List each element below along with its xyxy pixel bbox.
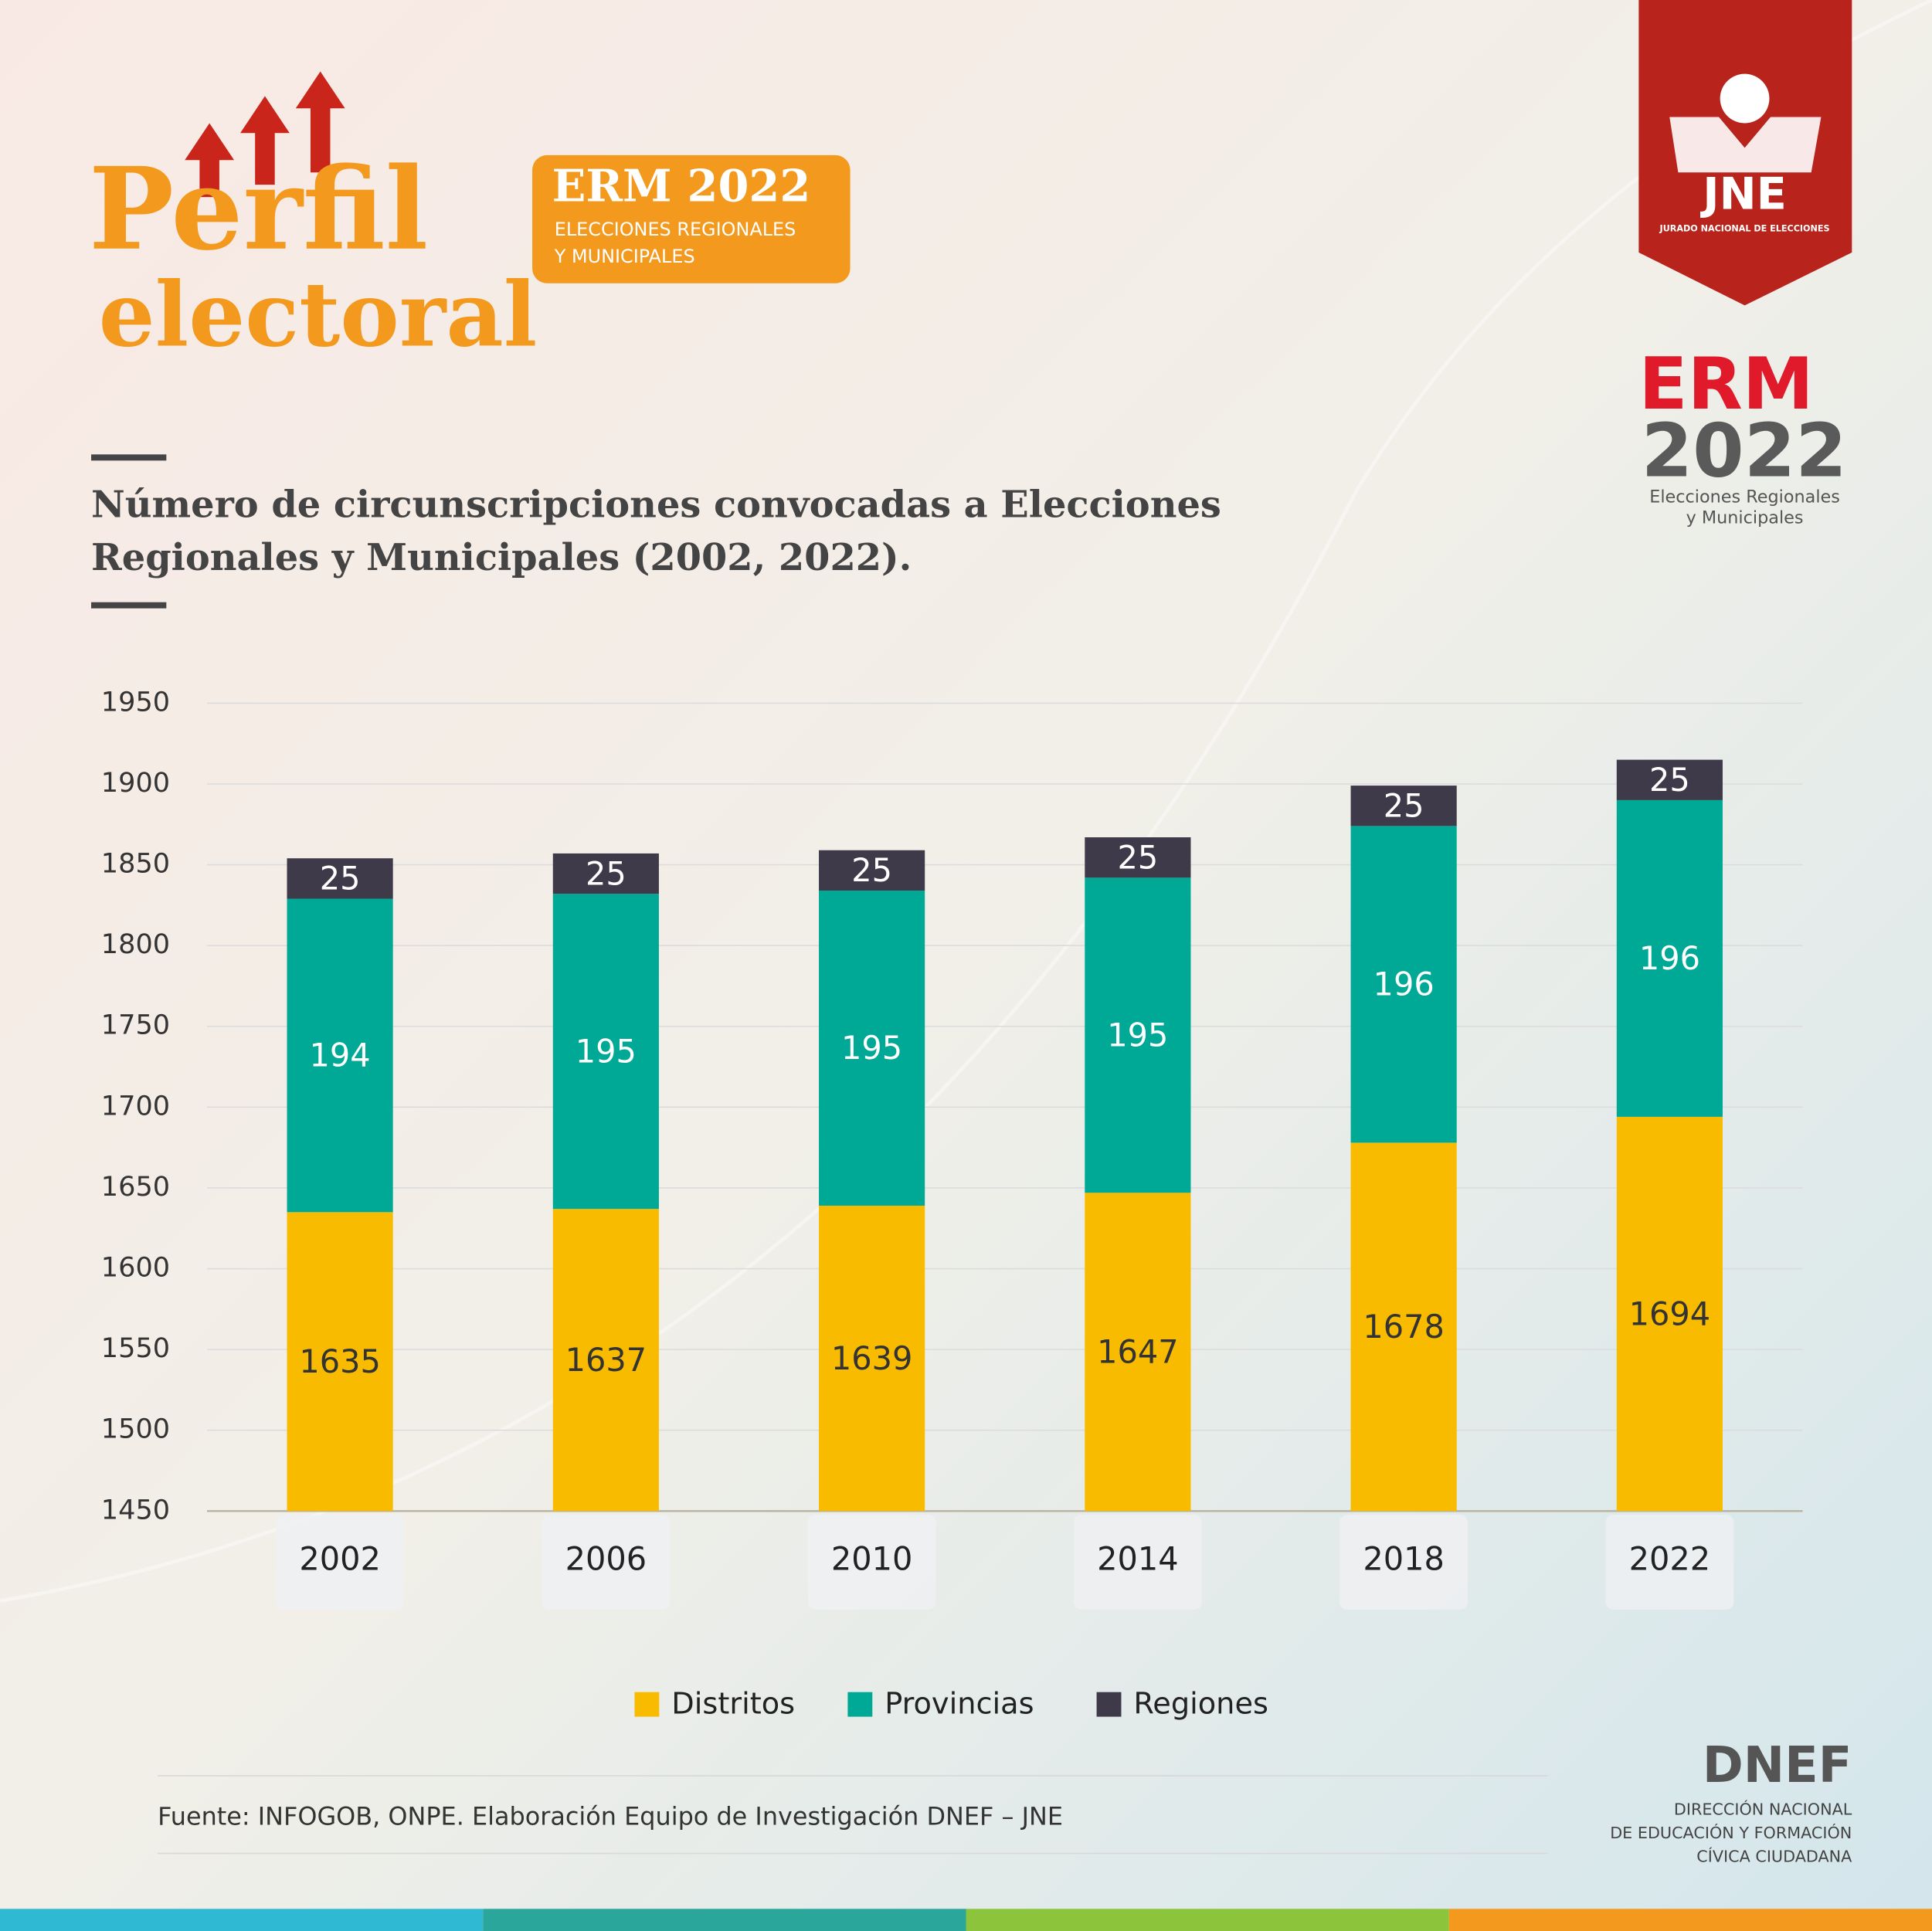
badge <box>532 154 851 283</box>
bar-segment <box>819 1205 925 1512</box>
data-label: 25 <box>320 860 361 898</box>
erm-line: y Municipales <box>1686 508 1804 528</box>
bar-segment <box>1350 826 1457 1143</box>
jne-icon <box>1720 73 1770 124</box>
arrows-icon <box>185 71 345 198</box>
data-label: 195 <box>1107 1016 1168 1054</box>
bar-segment <box>819 891 925 1206</box>
data-label: 1637 <box>565 1342 647 1379</box>
bar-segment <box>1616 799 1723 1117</box>
data-label: 25 <box>1649 762 1690 799</box>
y-tick-label: 1600 <box>101 1252 170 1284</box>
chart-title: Regionales y Municipales (2002, 2022). <box>91 536 912 579</box>
badge-line: ELECCIONES REGIONALES <box>555 219 796 240</box>
dnef-line: DIRECCIÓN NACIONAL <box>1674 1800 1852 1819</box>
jne-text: JNE <box>1699 168 1787 220</box>
legend-label: Provincias <box>885 1687 1034 1722</box>
x-label-box <box>542 1515 671 1610</box>
legend-swatch <box>1096 1692 1122 1717</box>
data-label: 196 <box>1639 940 1700 977</box>
title-rule <box>91 602 167 609</box>
x-tick-label: 2002 <box>299 1541 381 1578</box>
bar-segment <box>552 894 659 1210</box>
bar-segment <box>552 1209 659 1512</box>
logo-electoral: electoral <box>99 263 538 368</box>
x-label-box <box>1605 1515 1734 1610</box>
x-tick-label: 2022 <box>1629 1541 1711 1578</box>
bar-segment <box>1085 877 1191 1193</box>
legend-swatch <box>847 1692 873 1717</box>
legend-swatch <box>634 1692 660 1717</box>
data-label: 1694 <box>1629 1295 1711 1332</box>
bar-segment <box>1085 1193 1191 1512</box>
badge-title: ERM 2022 <box>552 160 811 212</box>
jne-icon <box>1669 117 1822 173</box>
data-label: 25 <box>851 852 892 889</box>
bar-segment <box>1085 837 1191 878</box>
y-tick-label: 1450 <box>101 1494 170 1525</box>
y-tick-label: 1700 <box>101 1090 170 1122</box>
bar-segment <box>287 1212 393 1512</box>
y-tick-label: 1950 <box>101 686 170 718</box>
y-tick-label: 1550 <box>101 1332 170 1364</box>
bar-segment <box>819 850 925 891</box>
data-label: 1635 <box>299 1343 381 1380</box>
bar-segment <box>1616 1116 1723 1512</box>
strip <box>483 1909 966 1931</box>
y-tick-label: 1650 <box>101 1171 170 1203</box>
x-tick-label: 2014 <box>1097 1541 1179 1578</box>
dnef-line: CÍVICA CIUDADANA <box>1696 1846 1852 1865</box>
erm-line: Elecciones Regionales <box>1649 487 1840 507</box>
x-label-box <box>276 1515 405 1610</box>
bar-segment <box>1350 786 1457 826</box>
dnef-logo: DNEF <box>1703 1737 1852 1794</box>
data-label: 195 <box>576 1033 637 1070</box>
logo-perfil: Perfil <box>89 142 428 276</box>
jne-full: JURADO NACIONAL DE ELECCIONES <box>1659 224 1830 234</box>
chart-title: Número de circunscripciones convocadas a… <box>91 483 1221 526</box>
dnef-line: DE EDUCACIÓN Y FORMACIÓN <box>1610 1823 1852 1842</box>
data-label: 1647 <box>1097 1333 1179 1370</box>
y-tick-label: 1800 <box>101 928 170 960</box>
legend-label: Distritos <box>671 1687 795 1722</box>
x-tick-label: 2018 <box>1363 1541 1445 1578</box>
data-label: 195 <box>841 1030 902 1067</box>
data-label: 25 <box>1117 839 1158 876</box>
bar-segment <box>287 898 393 1213</box>
erm-year: 2022 <box>1642 407 1847 494</box>
bar-segment <box>1616 759 1723 800</box>
data-label: 194 <box>310 1037 371 1074</box>
erm-logo: ERM <box>1638 342 1813 426</box>
source: Fuente: INFOGOB, ONPE. Elaboración Equip… <box>158 1801 1063 1831</box>
legend-label: Regiones <box>1133 1687 1268 1722</box>
badge-line: Y MUNICIPALES <box>554 246 695 267</box>
bar-segment <box>552 853 659 894</box>
bar-segment <box>287 858 393 899</box>
x-tick-label: 2006 <box>565 1541 647 1578</box>
data-label: 25 <box>1384 787 1424 824</box>
y-tick-label: 1750 <box>101 1010 170 1041</box>
bar-segment <box>1350 1142 1457 1512</box>
strip <box>966 1909 1449 1931</box>
x-label-box <box>1339 1515 1469 1610</box>
x-label-box <box>1073 1515 1202 1610</box>
title-rule <box>91 454 167 461</box>
data-label: 1639 <box>831 1340 913 1377</box>
data-label: 196 <box>1373 966 1435 1003</box>
y-tick-label: 1850 <box>101 848 170 880</box>
x-label-box <box>807 1515 936 1610</box>
data-label: 1678 <box>1363 1308 1445 1346</box>
data-label: 25 <box>586 855 626 892</box>
x-tick-label: 2010 <box>831 1541 913 1578</box>
y-tick-label: 1500 <box>101 1413 170 1445</box>
strip <box>1448 1909 1932 1931</box>
strip <box>0 1909 484 1931</box>
y-tick-label: 1900 <box>101 767 170 799</box>
